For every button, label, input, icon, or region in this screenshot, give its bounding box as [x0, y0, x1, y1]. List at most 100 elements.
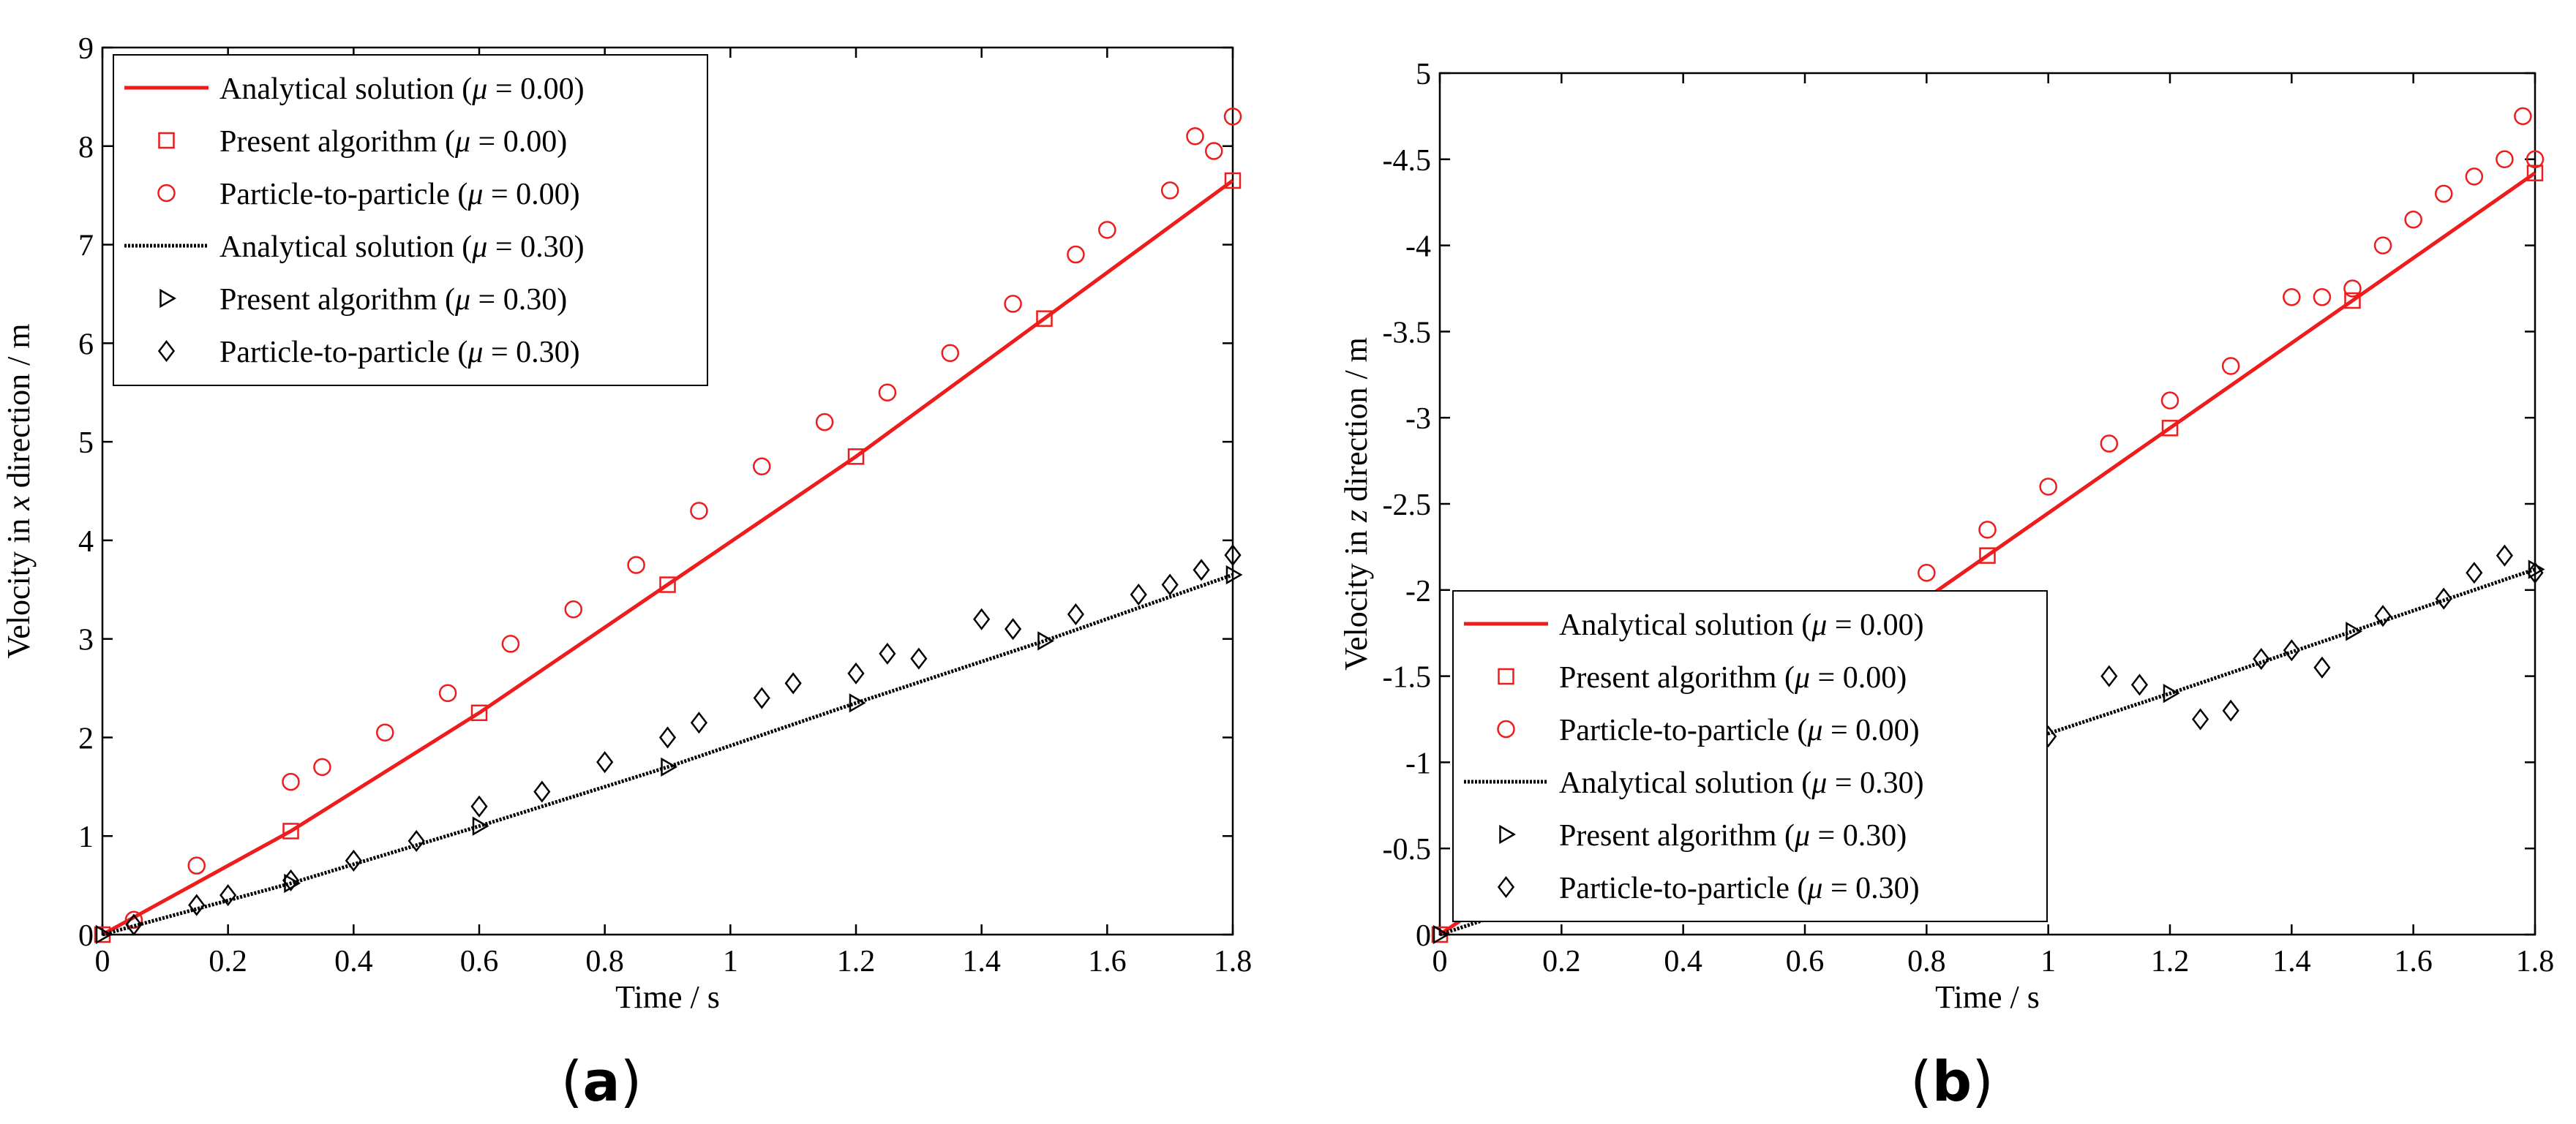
y-axis-label: Velocity in x direction / m	[1, 323, 37, 658]
legend-name: Present algorithm	[1559, 661, 1777, 695]
point-present_mu030	[2163, 683, 2180, 704]
point-p2p_mu030	[784, 672, 802, 695]
legend-label-analytical_mu0: Analytical solution (μ = 0.00)	[219, 72, 585, 106]
y-tick-label: -4	[1405, 230, 1431, 264]
legend-mu-value: 0.30	[1843, 819, 1897, 853]
chart-a: 0 0.2 0.4 0.6 0.8 1 1.2 1.4 1.6 1.8 0 1 2 3 4 5 6 7 8 9 Time…	[1, 32, 1252, 1114]
legend-text: =	[487, 72, 520, 106]
legend-text: =	[1822, 714, 1855, 747]
line-analytical_mu0	[101, 178, 1234, 937]
chart-b: 0 0.2 0.4 0.6 0.8 1 1.2 1.4 1.6 1.8 0 -0.5 -1 -1.5 -2 -…	[1338, 58, 2554, 1114]
point-p2p_mu0	[1186, 127, 1204, 146]
legend-name: Present algorithm	[1559, 819, 1777, 853]
legend-text: =	[483, 336, 516, 369]
legend-text: (	[1794, 766, 1812, 800]
x-tick-label: 0.6	[1786, 945, 1825, 978]
point-p2p_mu0	[564, 600, 582, 619]
point-p2p_mu0	[187, 856, 206, 875]
y-tick-label: 3	[78, 624, 94, 657]
legend-mu-value: 0.30	[1855, 872, 1910, 905]
x-tick-label: 0.4	[1664, 945, 1702, 978]
caption-letter: a	[582, 1049, 620, 1114]
legend-swatch-p2p_mu030	[157, 339, 176, 363]
y-tick-label: -3	[1405, 402, 1431, 436]
legend-swatch-present_mu0	[158, 132, 175, 149]
y-axis-label-variable: x	[1, 496, 37, 511]
legend-swatch-present_mu030	[1499, 824, 1516, 845]
subfigure-caption: (a)	[561, 1049, 642, 1114]
legend-text: =	[1827, 766, 1860, 800]
point-p2p_mu0	[2283, 288, 2301, 306]
legend-mu-symbol: μ	[1811, 608, 1827, 642]
point-p2p_mu0	[2373, 236, 2392, 254]
y-tick-label: 9	[78, 32, 94, 66]
point-present_mu030	[1432, 924, 1450, 945]
legend-text: )	[1896, 661, 1907, 695]
x-tick-label: 0.8	[585, 945, 624, 978]
point-p2p_mu0	[2514, 107, 2532, 126]
point-present_mu030	[2346, 622, 2362, 641]
point-p2p_mu0	[1978, 521, 1997, 539]
point-p2p_mu0	[376, 723, 394, 742]
caption-paren: )	[620, 1049, 642, 1114]
point-present_mu0	[847, 448, 865, 465]
legend-mu-symbol: μ	[454, 125, 470, 159]
legend-text: =	[1822, 872, 1855, 905]
point-p2p_mu0	[878, 383, 897, 401]
point-p2p_mu030	[219, 884, 237, 907]
legend-name: Analytical solution	[219, 230, 454, 264]
legend-label-present_mu0: Present algorithm (μ = 0.00)	[219, 125, 567, 159]
legend-mu-value: 0.00	[1855, 714, 1910, 747]
legend-mu-value: 0.00	[516, 178, 570, 211]
legend-text: (	[1790, 872, 1808, 905]
x-tick-label: 1	[723, 945, 738, 978]
x-tick-label: 1	[2040, 945, 2056, 978]
legend-mu-value: 0.00	[520, 72, 574, 106]
legend-label-p2p_mu030: Particle-to-particle (μ = 0.30)	[1559, 872, 1920, 905]
point-p2p_mu0	[1004, 295, 1022, 313]
legend-label-present_mu030: Present algorithm (μ = 0.30)	[219, 283, 567, 317]
point-p2p_mu030	[1130, 583, 1147, 606]
point-p2p_mu0	[124, 910, 143, 929]
legend-text: (	[1776, 661, 1795, 695]
x-tick-label: 0.4	[334, 945, 373, 978]
legend-text: (	[1790, 714, 1808, 747]
legend-text: (	[450, 178, 468, 211]
point-p2p_mu0	[690, 502, 708, 520]
point-p2p_mu030	[2100, 665, 2118, 687]
point-p2p_mu0	[2343, 279, 2362, 298]
legend-mu-symbol: μ	[467, 178, 483, 211]
point-p2p_mu0	[2313, 288, 2332, 306]
point-p2p_mu0	[815, 412, 834, 431]
y-tick-label: 8	[78, 131, 94, 165]
point-p2p_mu030	[345, 849, 362, 872]
y-tick-label: -0.5	[1383, 833, 1432, 867]
point-p2p_mu030	[188, 894, 206, 916]
point-present_mu030	[1225, 565, 1243, 585]
legend-mu-value: 0.30	[516, 336, 570, 369]
legend-text: (	[437, 283, 455, 317]
legend-mu-symbol: μ	[1811, 766, 1827, 800]
x-tick-label: 1.2	[2151, 945, 2190, 978]
point-present_mu0	[282, 823, 299, 840]
y-tick-label: -2	[1405, 575, 1431, 608]
point-p2p_mu030	[282, 869, 300, 891]
x-tick-label: 0.2	[209, 945, 247, 978]
point-present_mu0	[659, 576, 676, 593]
legend-text: (	[1776, 819, 1795, 853]
legend-label-p2p_mu0: Particle-to-particle (μ = 0.00)	[219, 178, 580, 211]
point-p2p_mu0	[2039, 478, 2057, 496]
legend-text: (	[450, 336, 468, 369]
point-p2p_mu030	[753, 687, 770, 709]
y-tick-label: -2.5	[1383, 489, 1432, 522]
y-tick-label: 6	[78, 328, 94, 361]
point-present_mu0	[1979, 547, 1996, 564]
legend-mu-symbol: μ	[1806, 872, 1822, 905]
x-tick-label: 0	[95, 945, 110, 978]
y-axis-label-text: Velocity in	[1338, 522, 1374, 671]
legend-mu-value: 0.00	[1843, 661, 1897, 695]
legend-label-analytical_mu030: Analytical solution (μ = 0.30)	[1559, 766, 1924, 800]
x-tick-label: 0.2	[1542, 945, 1581, 978]
point-p2p_mu030	[2130, 674, 2148, 696]
legend-box	[1452, 590, 2048, 922]
